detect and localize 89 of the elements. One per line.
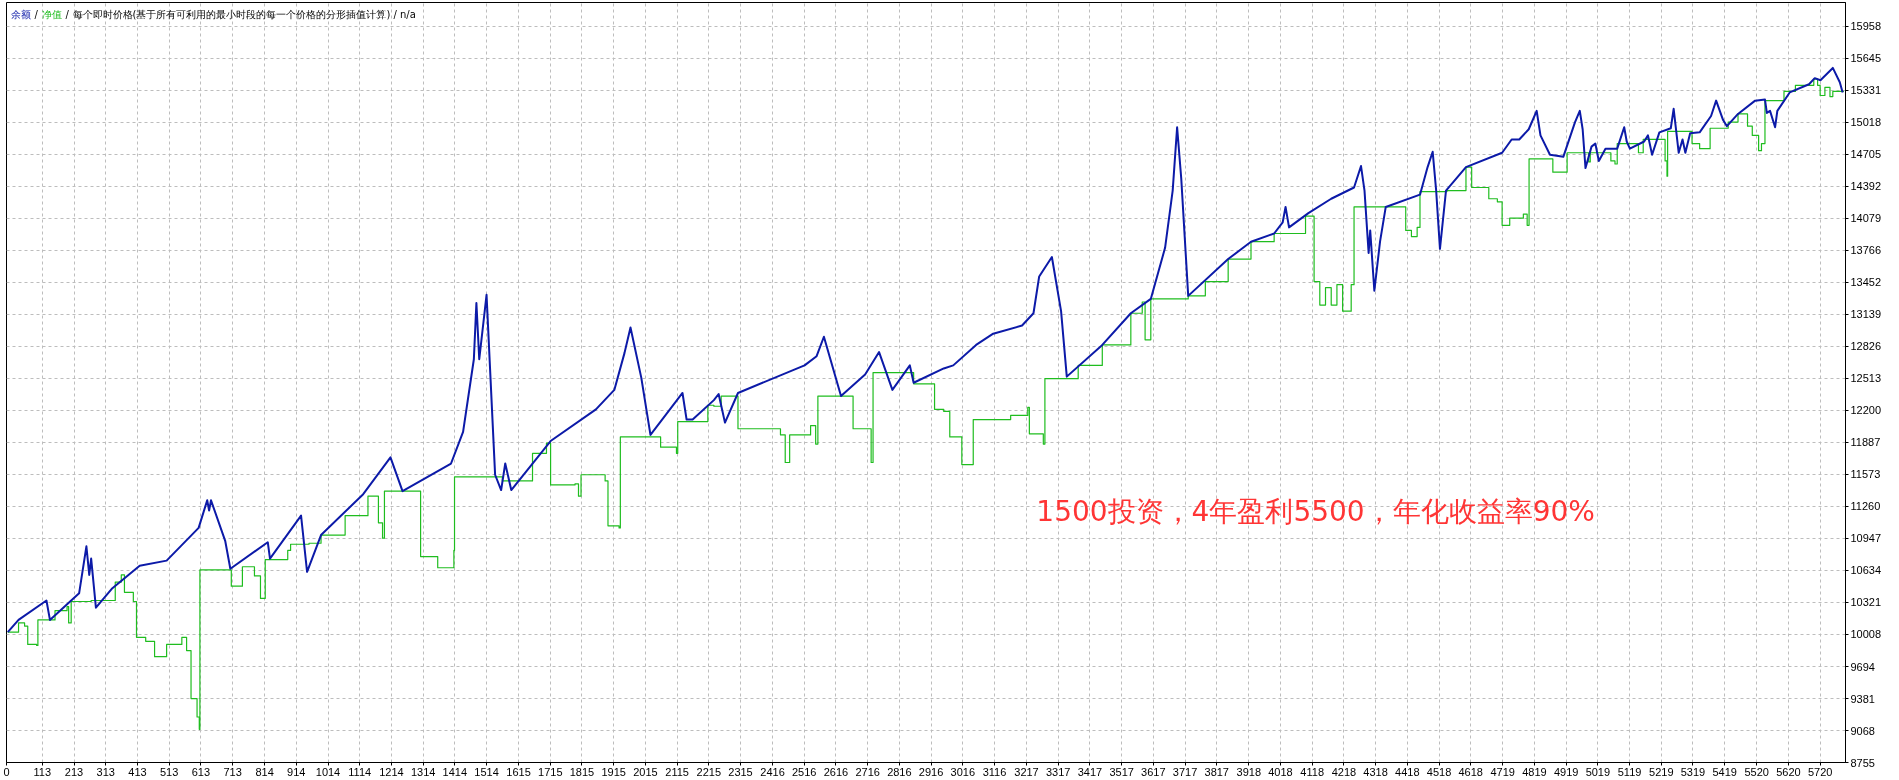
x-tick-label: 2115 [665,765,689,778]
y-tick-label: 13452 [1850,276,1882,289]
x-tick-label: 4719 [1490,765,1515,778]
x-tick-label: 5019 [1585,765,1611,778]
y-tick-label: 15645 [1850,52,1882,65]
x-tick-label: 1114 [348,765,372,778]
x-tick-label: 4819 [1522,765,1547,778]
text: 净值 [41,8,62,20]
x-tick-label: 3918 [1236,765,1262,778]
y-tick-label: 13766 [1850,244,1882,257]
x-tick-label: 814 [255,765,274,778]
y-tick-label: 11260 [1850,500,1881,513]
text: 每个即时价格(基于所有可利用的最小时段的每一个价格的分形插值计算) / n/a [72,8,416,20]
y-tick-label: 12826 [1850,340,1882,353]
x-tick-label: 1514 [474,765,499,778]
y-tick-label: 12200 [1850,404,1882,417]
y-tick-label: 10947 [1850,532,1882,545]
x-tick-label: 2516 [792,765,817,778]
x-tick-label: 1715 [538,765,563,778]
x-tick-label: 713 [223,765,242,778]
x-tick-label: 2015 [633,765,658,778]
y-tick-label: 11573 [1850,468,1881,481]
line-series [6,66,1844,634]
x-tick-label: 1815 [569,765,595,778]
y-tick-label: 15018 [1850,116,1882,129]
x-tick-label: 2716 [855,765,880,778]
y-tick-label: 14705 [1850,148,1882,161]
x-tick-label: 5419 [1712,765,1737,778]
x-tick-label: 3016 [950,765,976,778]
x-tick-label: 3417 [1077,765,1103,778]
x-tick-label: 2416 [760,765,785,778]
y-tick-label: 14079 [1850,212,1882,225]
x-tick-label: 1314 [410,765,436,778]
x-tick-label: 113 [33,765,52,778]
x-tick-label: 4919 [1553,765,1579,778]
x-tick-label: 4218 [1331,765,1357,778]
y-tick-label: 11887 [1850,436,1881,449]
annotation: 1500投资，4年盈利5500，年化收益率90% [1036,495,1595,529]
y-tick-label: 13139 [1850,308,1882,321]
y-tick-label: 15958 [1850,20,1882,33]
y-tick-label: 10321 [1850,596,1882,609]
y-tick-label: 10634 [1850,564,1882,577]
y-tick-label: 9694 [1850,660,1875,673]
x-tick-label: 513 [159,765,179,778]
y-tick-label: 9068 [1850,724,1875,737]
x-tick-label: 413 [128,765,147,778]
y-tick-label: 12513 [1850,372,1882,385]
x-tick-label: 2816 [887,765,912,778]
y-tick-label: 8755 [1850,756,1875,769]
x-tick-label: 2916 [918,765,944,778]
x-tick-label: 2616 [823,765,849,778]
x-tick-label: 4018 [1268,765,1293,778]
annotation: / [34,8,39,20]
x-tick-label: 3517 [1109,765,1134,778]
x-tick-label: 1615 [506,765,531,778]
x-tick-label: 3217 [1014,765,1039,778]
text: 余额 [10,8,31,20]
x-tick-label: 914 [287,765,306,778]
y-tick-label: 9381 [1850,692,1875,705]
x-tick-label: 213 [64,765,84,778]
x-tick-label: 3116 [982,765,1007,778]
x-tick-label: 4418 [1395,765,1420,778]
y-tick-label: 10008 [1850,628,1882,641]
x-tick-label: 1214 [379,765,404,778]
x-tick-label: 613 [191,765,211,778]
annotation: / [65,8,70,20]
x-tick-label: 5119 [1617,765,1642,778]
x-tick-label: 4618 [1458,765,1483,778]
x-tick-label: 4518 [1426,765,1452,778]
y-tick-label: 15331 [1850,84,1882,97]
x-tick-label: 3817 [1204,765,1229,778]
x-tick-label: 5620 [1776,765,1801,778]
x-tick-label: 3717 [1172,765,1198,778]
x-tick-label: 2315 [728,765,753,778]
x-tick-label: 5720 [1807,765,1833,778]
y-tick-label: 14392 [1850,180,1882,193]
x-tick-label: 1014 [315,765,341,778]
x-tick-label: 1414 [442,765,468,778]
x-tick-label: 313 [96,765,115,778]
x-tick-label: 3317 [1045,765,1071,778]
x-tick-label: 1915 [601,765,626,778]
x-tick-label: 5219 [1649,765,1674,778]
x-tick-label: 5319 [1680,765,1706,778]
x-tick-label: 0 [3,765,10,778]
x-tick-label: 3617 [1141,765,1166,778]
x-tick-label: 4318 [1363,765,1388,778]
x-tick-label: 4118 [1300,765,1325,778]
x-tick-label: 2215 [696,765,722,778]
x-tick-label: 5520 [1744,765,1769,778]
